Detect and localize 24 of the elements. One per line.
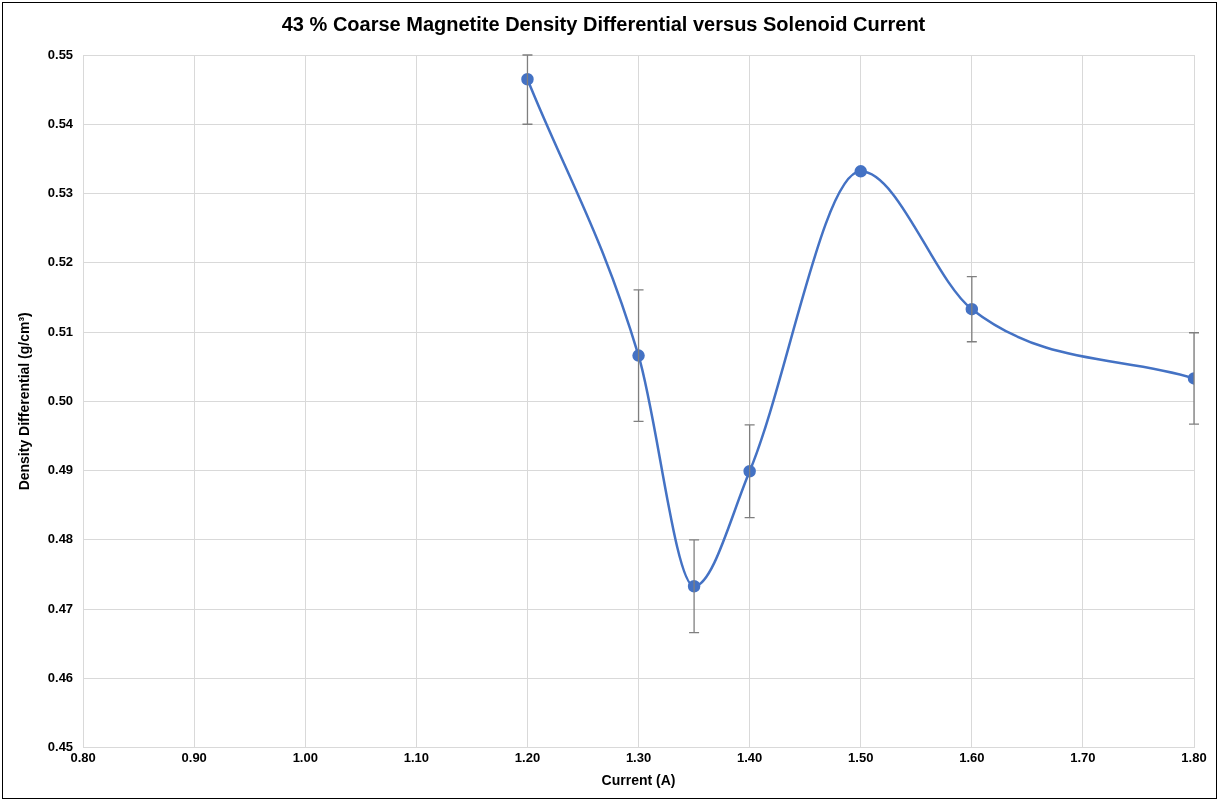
chart-title: 43 % Coarse Magnetite Density Differential versus Solenoid Current [281,12,926,35]
x-axis-title: Current (A) [601,772,676,789]
y-tick-label: 0.52 [47,254,74,270]
y-tick-label: 0.48 [47,531,74,547]
x-tick-label: 1.20 [514,749,541,765]
x-tick-label: 1.60 [959,749,985,765]
y-tick-label: 0.53 [47,185,74,201]
x-tick-label: 0.90 [181,749,207,765]
x-tick-label: 1.30 [625,749,652,765]
x-tick-label: 1.00 [292,749,318,765]
y-tick-label: 0.50 [47,392,74,408]
y-tick-label: 0.49 [47,462,74,478]
x-tick-label: 1.50 [848,749,874,765]
point [854,165,867,178]
x-tick-label: 1.80 [1181,749,1207,765]
y-tick-label: 0.51 [47,323,74,339]
y-tick-label: 0.46 [47,669,74,685]
x-tick-label: 1.70 [1070,749,1096,765]
y-tick-label: 0.47 [47,600,74,616]
y-axis-title: Density Differential (g/cm³) [16,312,33,491]
y-tick-label: 0.55 [47,46,74,62]
y-tick-label: 0.54 [47,115,74,131]
x-tick-label: 1.40 [736,749,763,765]
x-tick-label: 1.10 [403,749,430,765]
